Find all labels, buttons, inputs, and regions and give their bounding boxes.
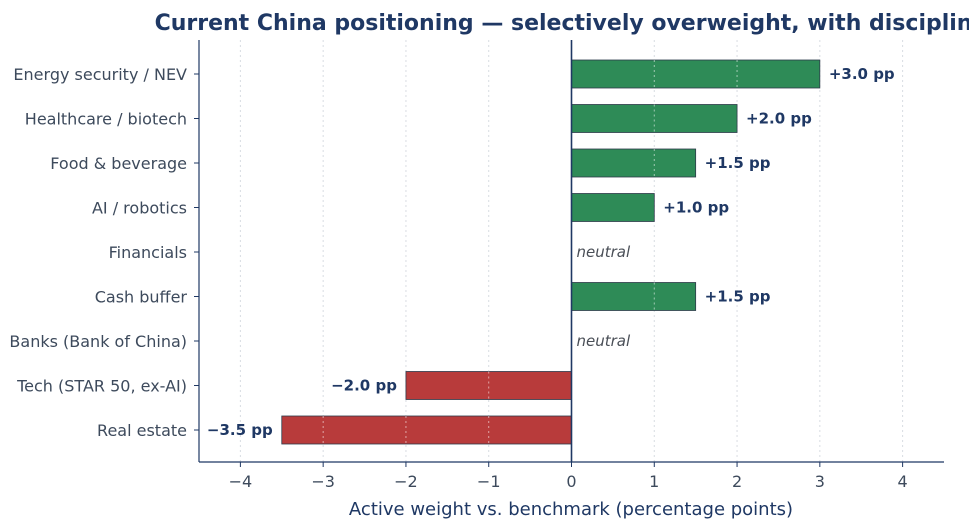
axes bbox=[194, 40, 944, 467]
labels: −4 −3 −2 −1 0 1 2 3 4 Energy security / NEV Health… bbox=[9, 65, 907, 491]
category-label: Banks (Bank of China) bbox=[9, 332, 187, 351]
bar bbox=[571, 59, 821, 89]
data-label: neutral bbox=[577, 243, 631, 261]
chart-title: Current China positioning — selectively … bbox=[155, 11, 969, 36]
category-label: Financials bbox=[109, 243, 187, 262]
category-label: Food & beverage bbox=[50, 154, 187, 173]
data-label: +3.0 pp bbox=[829, 65, 895, 83]
bar bbox=[571, 282, 697, 311]
x-axis-label: Active weight vs. benchmark (percentage … bbox=[349, 499, 793, 520]
data-label: +1.5 pp bbox=[705, 154, 771, 172]
data-label: neutral bbox=[577, 332, 631, 350]
x-tick-label: 0 bbox=[566, 472, 576, 491]
category-label: Energy security / NEV bbox=[13, 65, 187, 84]
x-tick-label: 1 bbox=[649, 472, 659, 491]
data-label: +2.0 pp bbox=[746, 110, 812, 128]
x-tick-label: −4 bbox=[229, 472, 253, 491]
category-label: Healthcare / biotech bbox=[25, 110, 187, 129]
x-tick-label: −2 bbox=[394, 472, 418, 491]
bar bbox=[405, 371, 572, 400]
x-tick-label: −3 bbox=[311, 472, 335, 491]
bars bbox=[281, 59, 821, 445]
bar bbox=[571, 193, 655, 222]
category-label: Real estate bbox=[97, 421, 187, 440]
category-label: Tech (STAR 50, ex-AI) bbox=[16, 377, 187, 396]
data-label: +1.5 pp bbox=[705, 288, 771, 306]
category-label: AI / robotics bbox=[92, 199, 187, 218]
x-tick-label: −1 bbox=[477, 472, 501, 491]
x-tick-label: 4 bbox=[898, 472, 908, 491]
bar bbox=[571, 148, 697, 178]
data-label: −3.5 pp bbox=[207, 421, 273, 439]
bar bbox=[281, 415, 572, 445]
bar bbox=[571, 104, 738, 133]
category-label: Cash buffer bbox=[95, 288, 188, 307]
x-tick-label: 3 bbox=[815, 472, 825, 491]
data-label: −2.0 pp bbox=[331, 377, 397, 395]
x-tick-label: 2 bbox=[732, 472, 742, 491]
data-label: +1.0 pp bbox=[663, 199, 729, 217]
